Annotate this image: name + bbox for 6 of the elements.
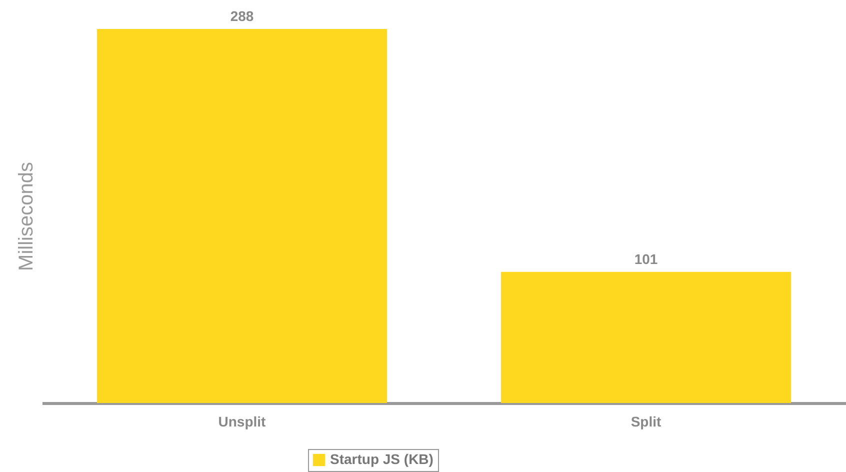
data-label: 288 bbox=[230, 8, 254, 24]
x-tick-label: Split bbox=[630, 414, 662, 430]
x-tick-label: Unsplit bbox=[218, 414, 266, 430]
legend-label: Startup JS (KB) bbox=[330, 451, 434, 467]
data-label: 101 bbox=[634, 250, 658, 267]
y-axis-title: Milliseconds bbox=[16, 162, 38, 271]
